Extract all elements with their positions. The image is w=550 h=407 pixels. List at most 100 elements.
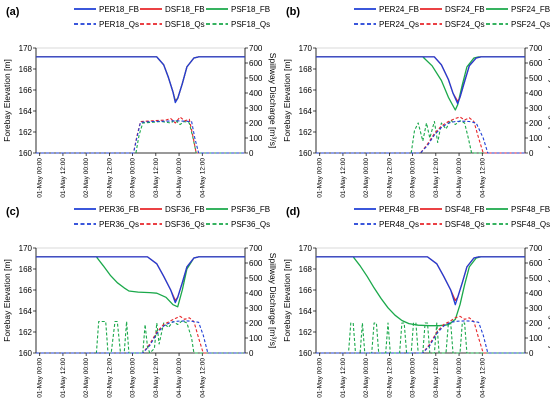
y-tick-label: 166 [299, 86, 313, 95]
x-tick-label: 01-May 12:00 [340, 358, 347, 398]
legend-item: DSF24_Qs [420, 20, 485, 29]
legend: PER36_FB DSF36_FB PSF36_FB PER36_Qs DSF36_Qs… [74, 205, 270, 229]
y2-tick-label: 200 [249, 119, 263, 128]
legend-item: PER36_Qs [74, 220, 139, 229]
legend-label: DSF24_Qs [445, 20, 485, 29]
y-tick-label: 166 [19, 86, 33, 95]
legend-item: PSF48_FB [486, 205, 550, 214]
y-axis-title: Forebay Elevation [m] [2, 59, 12, 142]
y2-tick-label: 100 [529, 134, 543, 143]
plot-area [315, 47, 526, 154]
y2-tick-label: 500 [529, 274, 543, 283]
chart-panel-1: (a) PER18_FB DSF18_FB PSF18_FB PER18_Qs DSF18… [2, 5, 278, 198]
panel-label: (d) [286, 206, 300, 218]
y2-tick-label: 500 [529, 74, 543, 83]
x-tick-label: 04-May 12:00 [199, 358, 206, 398]
series-line-PER36_Qs [36, 320, 245, 354]
series-line-DSF24_Qs [316, 116, 525, 154]
legend-label: PSF18_Qs [231, 20, 270, 29]
x-tick-label: 01-May 12:00 [60, 158, 67, 198]
legend-item: PER48_FB [354, 205, 419, 214]
y-tick-label: 170 [19, 244, 33, 253]
y2-tick-label: 300 [249, 304, 263, 313]
legend: PER24_FB DSF24_FB PSF24_FB PER24_Qs DSF24_Qs… [354, 5, 550, 29]
x-tick-label: 02-May 12:00 [106, 158, 113, 198]
y-tick-label: 168 [19, 65, 33, 74]
x-tick-label: 02-May 12:00 [106, 358, 113, 398]
x-tick-label: 04-May 00:00 [456, 358, 463, 398]
y2-axis-title: Spillway Discharge [m³/s] [548, 253, 550, 348]
legend-label: PER24_Qs [379, 20, 419, 29]
legend-item: DSF36_FB [140, 205, 205, 214]
legend-item: PSF18_FB [206, 5, 270, 14]
x-tick-label: 03-May 00:00 [410, 158, 417, 198]
legend-item: PER48_Qs [354, 220, 419, 229]
series-line-PSF36_FB [36, 256, 245, 308]
y-tick-label: 162 [299, 128, 313, 137]
series-line-DSF48_FB [316, 256, 525, 302]
y2-tick-label: 600 [249, 259, 263, 268]
legend-label: DSF48_FB [445, 205, 485, 214]
y2-tick-label: 0 [249, 349, 254, 358]
legend-label: PER24_FB [379, 5, 419, 14]
x-tick-label: 04-May 12:00 [479, 358, 486, 398]
chart-panel-2: (b) PER24_FB DSF24_FB PSF24_FB PER24_Qs DSF24… [282, 5, 550, 198]
y2-tick-label: 200 [249, 319, 263, 328]
legend-item: DSF18_Qs [140, 20, 205, 29]
series-line-PER18_FB [36, 56, 245, 104]
x-tick-label: 01-May 00:00 [317, 158, 324, 198]
legend-label: PER48_Qs [379, 220, 419, 229]
y2-tick-label: 0 [249, 149, 254, 158]
legend-label: DSF48_Qs [445, 220, 485, 229]
series-line-PER24_FB [316, 56, 525, 105]
y-tick-label: 166 [19, 286, 33, 295]
legend-label: PER18_Qs [99, 20, 139, 29]
y-tick-label: 168 [299, 265, 313, 274]
legend-label: PER48_FB [379, 205, 419, 214]
y2-tick-label: 600 [529, 259, 543, 268]
legend-item: PER36_FB [74, 205, 139, 214]
legend-item: PER18_FB [74, 5, 139, 14]
series-line-PER36_FB [36, 256, 245, 304]
y2-tick-label: 500 [249, 74, 263, 83]
x-tick-label: 04-May 12:00 [479, 158, 486, 198]
legend-label: DSF18_FB [165, 5, 205, 14]
y-tick-label: 160 [299, 149, 313, 158]
series-line-PSF18_FB [36, 56, 245, 102]
y-tick-label: 170 [299, 44, 313, 53]
x-tick-label: 04-May 12:00 [199, 158, 206, 198]
legend: PER48_FB DSF48_FB PSF48_FB PER48_Qs DSF48_Qs… [354, 205, 550, 229]
series-line-DSF36_FB [36, 256, 245, 302]
legend-item: PSF18_Qs [206, 20, 270, 29]
series-line-PSF48_Qs [316, 322, 525, 354]
legend-item: PSF24_Qs [486, 20, 550, 29]
x-tick-label: 03-May 00:00 [410, 358, 417, 398]
panel-label: (a) [6, 6, 20, 18]
x-tick-label: 03-May 00:00 [130, 358, 137, 398]
y2-tick-label: 700 [529, 44, 543, 53]
legend-item: PER24_FB [354, 5, 419, 14]
x-tick-label: 02-May 00:00 [363, 158, 370, 198]
legend-item: PSF36_FB [206, 205, 270, 214]
series-line-PSF48_FB [316, 256, 525, 327]
legend-label: PSF48_Qs [511, 220, 550, 229]
series-line-PSF36_Qs [36, 320, 245, 354]
y2-axis-title: Spillway Discharge [m³/s] [268, 253, 278, 348]
legend-item: DSF24_FB [420, 5, 485, 14]
legend-item: PSF48_Qs [486, 220, 550, 229]
y2-tick-label: 300 [249, 104, 263, 113]
series-line-PSF18_Qs [36, 119, 245, 154]
y-tick-label: 164 [19, 307, 33, 316]
panel-label: (c) [6, 206, 20, 218]
series-line-DSF48_Qs [316, 315, 525, 354]
legend-item: PSF36_Qs [206, 220, 270, 229]
legend-label: PSF24_FB [511, 5, 550, 14]
legend-item: DSF48_FB [420, 205, 485, 214]
y-tick-label: 168 [299, 65, 313, 74]
y2-tick-label: 100 [249, 334, 263, 343]
x-tick-label: 03-May 12:00 [153, 358, 160, 398]
y2-tick-label: 0 [529, 349, 534, 358]
y-tick-label: 162 [19, 128, 33, 137]
series-line-PER48_Qs [316, 320, 525, 354]
